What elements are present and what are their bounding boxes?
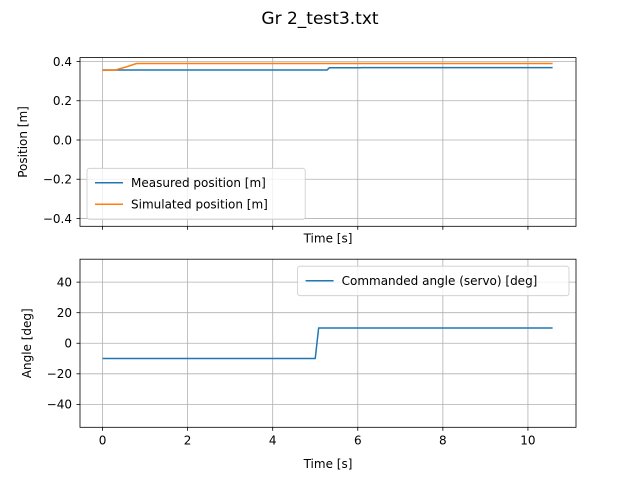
- y-tick-label: 20: [57, 306, 72, 320]
- series-line-1: [102, 62, 553, 72]
- x-tick-label: 4: [269, 433, 277, 447]
- y-tick-label: 0: [64, 337, 72, 351]
- series-line-0: [102, 327, 553, 360]
- y-tick-label: −40: [47, 398, 72, 412]
- y-axis-label: Position [m]: [16, 106, 30, 178]
- x-tick-label: 2: [184, 433, 192, 447]
- y-tick-label: 0.0: [53, 133, 72, 147]
- figure-title: Gr 2_test3.txt: [261, 9, 378, 29]
- x-tick-label: 6: [354, 433, 362, 447]
- legend-label: Commanded angle (servo) [deg]: [342, 274, 538, 288]
- legend-label: Measured position [m]: [131, 176, 266, 190]
- series-line-0: [102, 66, 553, 71]
- position-subplot: 0.4 0.2 0.0 −0.2 −0.4 Time [s] Position [m] Mea…: [16, 55, 577, 245]
- y-tick-label: −0.4: [43, 212, 72, 226]
- legend: Commanded angle (servo) [deg]: [297, 265, 570, 297]
- legend-box: [297, 265, 570, 297]
- y-tick-label: −20: [47, 367, 72, 381]
- y-tick-label: 40: [57, 275, 72, 289]
- legend-label: Simulated position [m]: [131, 198, 268, 212]
- y-tick-label: 0.4: [53, 55, 72, 69]
- y-axis-label: Angle [deg]: [20, 308, 34, 378]
- y-tick-label: −0.2: [43, 173, 72, 187]
- grid: [80, 259, 576, 428]
- x-axis-label: Time [s]: [303, 231, 353, 245]
- legend-box: [86, 167, 306, 220]
- x-tick-label: 0: [99, 433, 107, 447]
- angle-subplot: 0 2 4 6 8 10 40 20 0 −20 −40 Time [s] Angle [deg] Com…: [20, 258, 577, 471]
- x-axis-label: Time [s]: [303, 457, 353, 471]
- x-tick-label: 10: [520, 433, 535, 447]
- axes-frame: [79, 57, 577, 227]
- legend: Measured position [m] Simulated position …: [86, 167, 306, 220]
- x-tick-label: 8: [439, 433, 447, 447]
- y-tick-label: 0.2: [53, 94, 72, 108]
